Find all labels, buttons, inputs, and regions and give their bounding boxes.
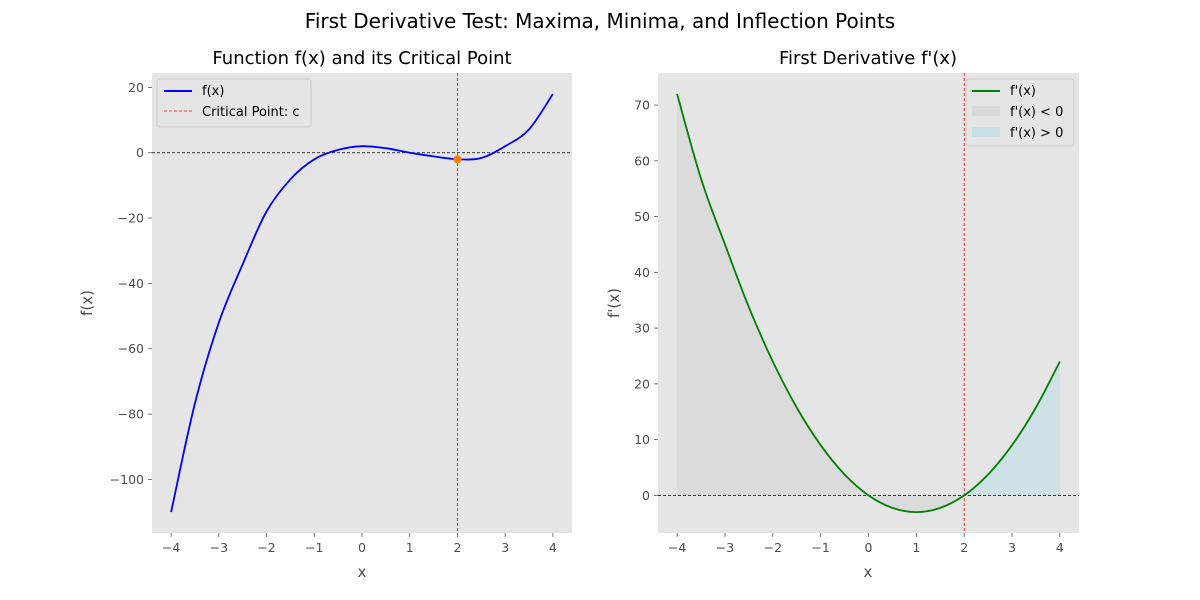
x-tick-label: −2 — [257, 540, 275, 555]
y-tick-label: −20 — [118, 211, 144, 226]
x-tick-label: 0 — [358, 540, 366, 555]
points-function — [453, 155, 462, 164]
panel-function: Function f(x) and its Critical Point −4−… — [78, 48, 572, 581]
series-line — [170, 93, 554, 513]
legend-label-negative: f'(x) < 0 — [1010, 105, 1063, 120]
x-tick-label: −1 — [811, 540, 829, 555]
y-tick-label: −60 — [118, 341, 144, 356]
x-tick-label: 2 — [453, 540, 461, 555]
x-tick-label: 1 — [912, 540, 920, 555]
legend-label-positive: f'(x) > 0 — [1010, 126, 1063, 141]
y-tick-label: 10 — [634, 432, 650, 447]
x-tick-label: −3 — [716, 540, 734, 555]
y-tick-label: 20 — [128, 80, 144, 95]
x-tick-label: 4 — [549, 540, 557, 555]
y-tick-label: 70 — [634, 98, 650, 113]
fill-region-positive — [964, 361, 1060, 496]
series-line — [676, 93, 1061, 514]
y-tick-label: 30 — [634, 321, 650, 336]
legend-swatch-negative — [972, 106, 1000, 116]
y-tick-label: −40 — [118, 276, 144, 291]
panel-derivative: First Derivative f'(x) −4 −3 −2 −1 0 1 2 3 4 0 10… — [605, 48, 1079, 581]
legend-box-function — [156, 78, 312, 128]
series-derivative — [676, 93, 1061, 514]
x-tick-label: 3 — [501, 540, 509, 555]
x-tick-label: 0 — [865, 540, 873, 555]
x-tick-label: −4 — [162, 540, 180, 555]
y-axis-label-derivative: f'(x) — [605, 288, 623, 318]
x-tick-label: −3 — [210, 540, 228, 555]
figure-title: First Derivative Test: Maxima, Minima, a… — [305, 9, 895, 33]
y-axis-label-function: f(x) — [78, 290, 96, 316]
x-tick-label: −2 — [764, 540, 782, 555]
fills-derivative — [677, 93, 1060, 513]
x-axis-label-derivative: x — [864, 563, 873, 581]
y-tick-label: 0 — [136, 145, 144, 160]
x-axis-label-function: x — [358, 563, 367, 581]
legend-function: f(x) Critical Point: c — [156, 78, 312, 128]
legend-label-critical-point: Critical Point: c — [202, 105, 300, 120]
panel-title-derivative: First Derivative f'(x) — [779, 48, 957, 69]
x-tick-label: 3 — [1008, 540, 1016, 555]
legend-swatch-positive — [972, 127, 1000, 137]
y-tick-label: 20 — [634, 376, 650, 391]
legend-derivative: f'(x) f'(x) < 0 f'(x) > 0 — [965, 78, 1075, 147]
fill-region-negative — [677, 93, 965, 513]
x-tick-label: 1 — [406, 540, 414, 555]
legend-label-fprime: f'(x) — [1010, 84, 1036, 99]
x-tick-label: 2 — [960, 540, 968, 555]
y-tick-label: 40 — [634, 265, 650, 280]
xticks-derivative: −4 −3 −2 −1 0 1 2 3 4 — [668, 533, 1064, 555]
x-tick-label: −1 — [305, 540, 323, 555]
y-tick-label: 0 — [642, 488, 650, 503]
panel-title-function: Function f(x) and its Critical Point — [212, 48, 511, 69]
yticks-function: −100 −80 −60 −40 −20 0 20 — [110, 80, 152, 487]
critical-point-marker — [453, 155, 462, 164]
y-tick-label: 60 — [634, 153, 650, 168]
x-tick-label: −4 — [668, 540, 686, 555]
yticks-derivative: 0 10 20 30 40 50 60 70 — [634, 98, 658, 503]
plot-area-function — [152, 73, 572, 533]
y-tick-label: −80 — [118, 407, 144, 422]
legend-label-f: f(x) — [202, 84, 224, 99]
x-tick-label: 4 — [1056, 540, 1064, 555]
xticks-function: −4 −3 −2 −1 0 1 2 3 4 — [162, 533, 557, 555]
y-tick-label: −100 — [110, 472, 144, 487]
series-function — [170, 93, 554, 513]
y-tick-label: 50 — [634, 209, 650, 224]
